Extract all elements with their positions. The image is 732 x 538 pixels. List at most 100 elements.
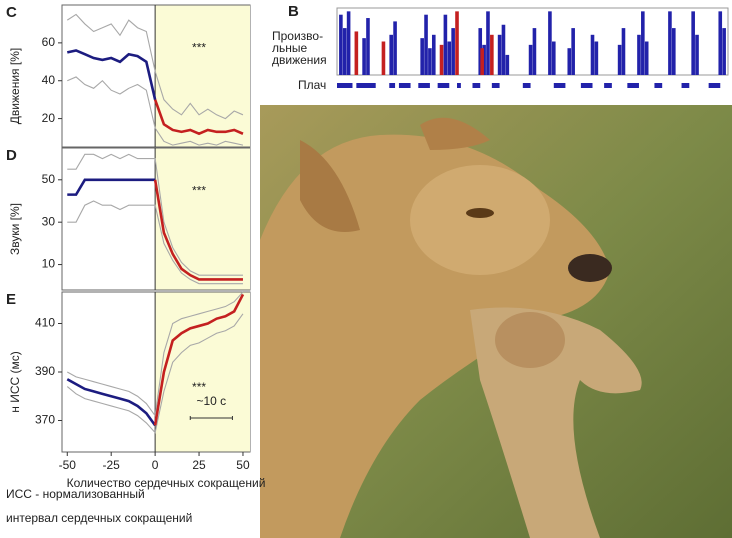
movement-bar	[528, 44, 533, 75]
series-line	[66, 378, 157, 427]
y-tick-label: 10	[42, 257, 56, 271]
movement-bar	[393, 21, 397, 75]
row-label: Произво-	[272, 29, 323, 43]
movement-bar	[505, 54, 510, 75]
movement-bar	[366, 18, 370, 75]
movement-bar	[439, 44, 444, 75]
cry-segment	[604, 83, 612, 88]
movement-bar	[637, 34, 641, 75]
movement-bar	[381, 41, 386, 75]
panel-letter: B	[288, 3, 299, 20]
movement-bar	[443, 14, 448, 75]
movement-bar	[480, 48, 484, 75]
cry-segment	[356, 83, 376, 88]
cry-segment	[627, 83, 639, 88]
shade	[155, 5, 250, 147]
movement-bar	[447, 41, 452, 75]
caption: ИСС - нормализованный	[6, 487, 145, 501]
photo	[260, 105, 732, 538]
annotation: ***	[192, 380, 206, 394]
y-tick-label: 390	[35, 364, 55, 378]
movement-bar	[590, 34, 595, 75]
movement-bar	[617, 44, 622, 75]
movement-bar	[668, 11, 672, 76]
shade	[155, 148, 250, 290]
x-tick-label: -25	[103, 458, 121, 472]
series-line	[67, 153, 243, 276]
y-tick-label: 40	[42, 73, 56, 87]
annotation: ***	[192, 184, 206, 198]
series-line	[67, 291, 244, 418]
movement-bar	[621, 28, 626, 76]
cry-segment	[580, 83, 593, 88]
cry-segment	[337, 83, 353, 88]
movement-bar	[362, 38, 366, 75]
movement-bar	[548, 11, 552, 76]
y-tick-label: 50	[42, 172, 56, 186]
movement-bar	[672, 28, 676, 76]
movement-bar	[451, 28, 455, 76]
series-line	[66, 313, 244, 434]
movement-bar	[342, 28, 347, 76]
movement-bar	[567, 48, 572, 75]
panel-letter: E	[6, 291, 16, 308]
movement-bar	[389, 34, 393, 75]
row-label: льные	[272, 41, 308, 55]
movement-bar	[346, 11, 351, 76]
cry-segment	[457, 83, 461, 88]
movement-bar	[532, 28, 537, 76]
y-tick-label: 370	[35, 413, 55, 427]
movement-bar	[594, 41, 599, 75]
cry-segment	[491, 83, 500, 88]
cry-segment	[398, 83, 411, 88]
movement-bar	[486, 11, 490, 76]
cry-segment	[418, 83, 430, 88]
y-label: н ИСС (мс)	[8, 351, 22, 413]
movement-bar	[490, 34, 494, 75]
cry-segment	[472, 83, 481, 88]
y-label: Звуки [%]	[8, 203, 22, 255]
cry-segment	[654, 83, 663, 88]
movement-bar	[497, 34, 502, 75]
x-tick-label: 25	[192, 458, 206, 472]
movement-bar	[354, 31, 359, 75]
y-tick-label: 20	[42, 111, 56, 125]
movement-bar	[482, 44, 486, 75]
raster-frame	[336, 7, 729, 76]
movement-bar	[424, 14, 428, 75]
cry-segment	[708, 83, 721, 88]
y-tick-label: 60	[42, 35, 56, 49]
cry-segment	[681, 83, 690, 88]
cry-segment	[553, 83, 566, 88]
y-label: Движения [%]	[8, 48, 22, 124]
movement-bar	[428, 48, 432, 75]
cry-segment	[389, 83, 396, 88]
movement-bar	[431, 34, 436, 75]
panel-letter: C	[6, 4, 17, 21]
x-tick-label: 0	[152, 458, 159, 472]
panel-letter: D	[6, 147, 17, 164]
movement-bar	[644, 41, 649, 75]
scale-bar	[189, 416, 233, 420]
movement-bar	[691, 11, 695, 76]
series-line	[66, 13, 244, 120]
x-tick-label: 50	[236, 458, 250, 472]
caption: интервал сердечных сокращений	[6, 511, 192, 525]
movement-bar	[339, 14, 343, 75]
y-tick-label: 30	[42, 214, 56, 228]
movement-bar	[551, 41, 556, 75]
series-line	[67, 76, 244, 146]
cry-segment	[437, 83, 450, 88]
x-label: Количество сердечных сокращений	[67, 476, 266, 490]
cry-segment	[522, 83, 531, 88]
annotation: ***	[192, 41, 206, 55]
y-tick-label: 410	[35, 316, 55, 330]
movement-bar	[455, 11, 459, 76]
row-label: движения	[272, 53, 327, 67]
cry-label: Плач	[298, 78, 326, 92]
series-line	[66, 49, 157, 100]
scale-label: ~10 с	[196, 394, 226, 408]
shade	[155, 292, 250, 452]
movement-bar	[478, 28, 483, 76]
